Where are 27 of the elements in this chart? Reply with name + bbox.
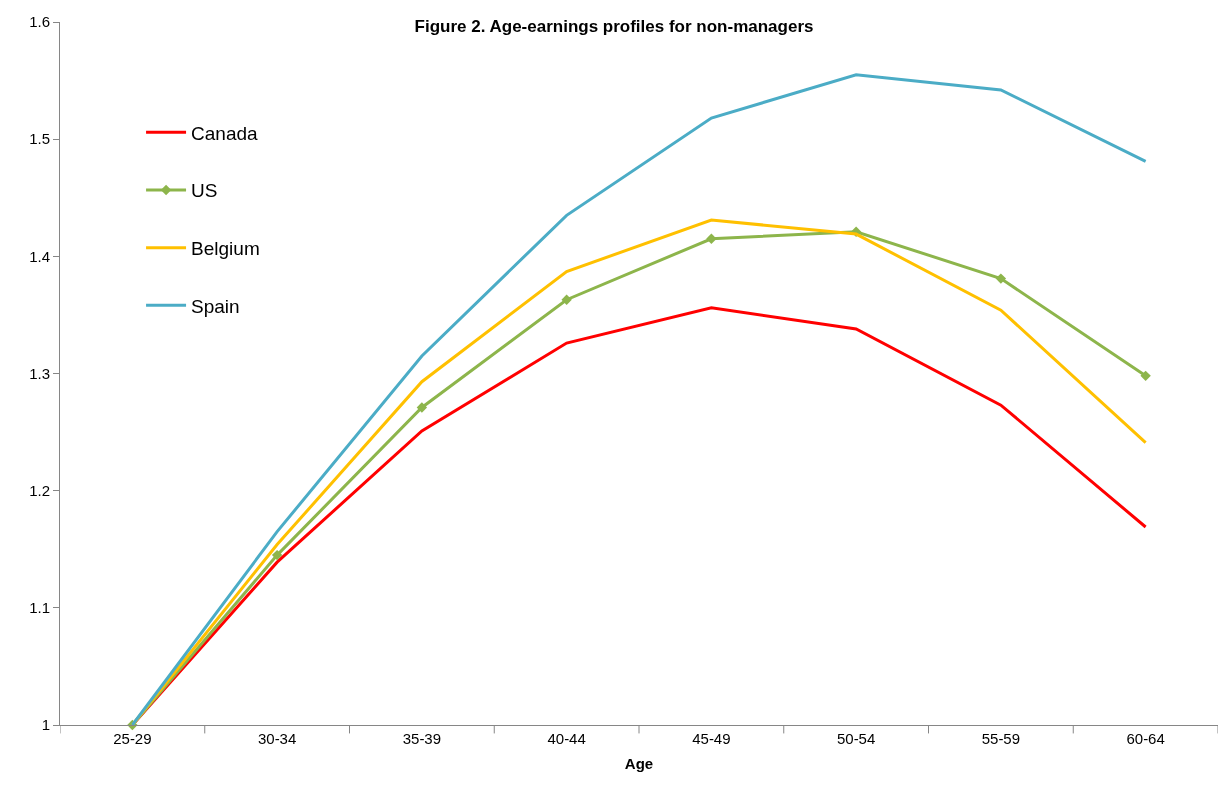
y-tick-label: 1.4 [29, 247, 50, 265]
x-tick-label: 60-64 [1126, 730, 1165, 747]
point [1140, 370, 1151, 382]
point [271, 549, 283, 561]
point [995, 273, 1007, 284]
legend-label: Belgium [191, 238, 260, 260]
x-tick-label: 40-44 [547, 730, 586, 747]
x-tick-label: 30-34 [257, 730, 297, 747]
point [416, 402, 428, 413]
y-tick-label: 1 [41, 716, 50, 734]
x-tick-label: 55-59 [981, 730, 1021, 747]
y-tick-label: 1.1 [29, 599, 50, 617]
point [561, 294, 572, 305]
point [706, 233, 717, 244]
y-tick-label: 1.6 [29, 13, 50, 31]
legend-label: US [191, 180, 218, 202]
legend-label: Canada [191, 122, 259, 144]
legend-label: Spain [191, 295, 240, 317]
x-tick-label: 35-39 [402, 730, 442, 747]
x-axis-title: Age [624, 755, 654, 772]
y-tick-label: 1.2 [29, 481, 50, 499]
chart-title: Figure 2. Age-earnings profiles for non-managers [414, 16, 814, 36]
x-tick-label: 25-29 [113, 730, 152, 747]
x-tick-label: 50-54 [836, 730, 876, 747]
x-tick-label: 45-49 [692, 730, 731, 747]
y-tick-label: 1.5 [29, 130, 50, 148]
y-tick-label: 1.3 [29, 364, 50, 382]
